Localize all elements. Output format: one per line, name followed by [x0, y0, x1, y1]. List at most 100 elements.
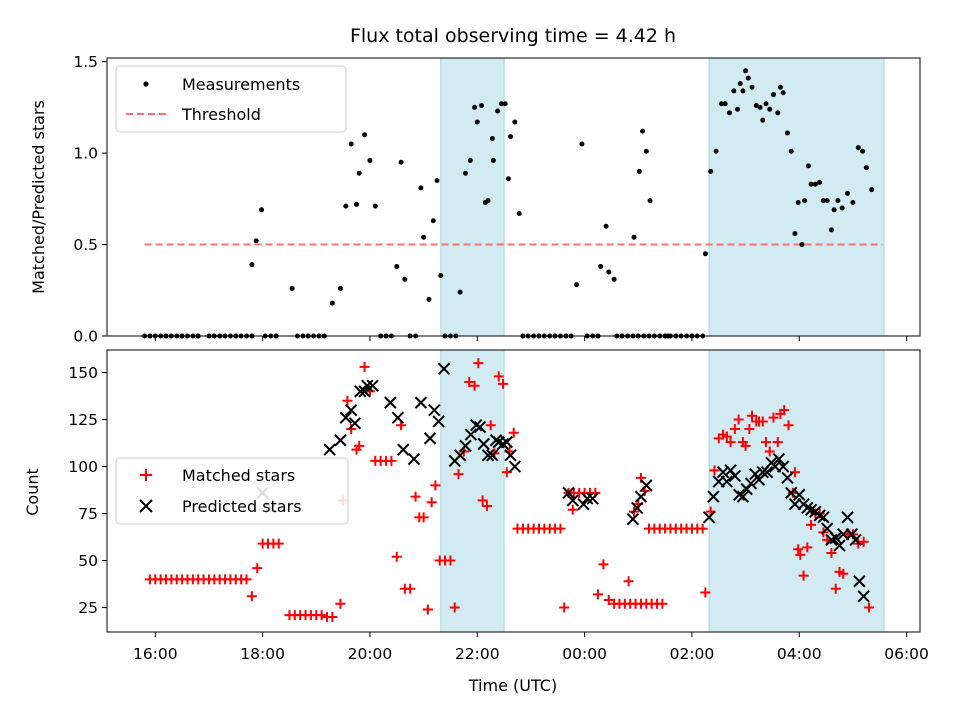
matched-star-point [405, 583, 416, 594]
matched-star-point [740, 440, 751, 451]
top-y-tick-label: 0.5 [73, 236, 98, 254]
predicted-star-point [829, 531, 842, 545]
matched-star-point [806, 519, 817, 530]
matched-star-point [342, 395, 353, 406]
measurement-point [643, 148, 649, 154]
measurement-point [753, 103, 759, 109]
measurement-point [354, 201, 360, 207]
measurement-point [611, 276, 617, 282]
measurement-point [502, 101, 508, 107]
matched-star-point [252, 563, 263, 574]
matched-star-point [246, 591, 257, 602]
measurement-point [860, 148, 866, 154]
matched-star-point [864, 602, 875, 613]
matched-star-point [410, 491, 421, 502]
matched-star-point [795, 549, 806, 560]
predicted-star-point [728, 469, 742, 483]
predicted-star-point [361, 379, 374, 392]
bottom-y-tick-label: 25 [78, 599, 98, 617]
bottom-y-tick-label: 125 [68, 411, 98, 429]
predicted-star-point [581, 492, 594, 505]
matched-star-point [764, 446, 775, 457]
predicted-star-point [813, 509, 826, 522]
legend-threshold-label: Threshold [181, 105, 261, 124]
measurement-point [780, 90, 786, 96]
top-legend-box [115, 65, 347, 133]
predicted-star-point [707, 490, 720, 503]
matched-star-point [327, 611, 338, 622]
matched-star-point [445, 555, 456, 566]
legend-measurements-label: Measurements [182, 75, 300, 94]
predicted-star-point [339, 411, 353, 424]
measurement-point [863, 165, 869, 171]
measurement-point [808, 181, 814, 187]
measurement-point [348, 141, 354, 147]
measurement-point [777, 84, 783, 90]
measurement-point [426, 296, 432, 302]
matched-star-point [598, 559, 609, 570]
top-axes-frame [106, 57, 921, 337]
bottom-y-ticks: 25 50 75 100 125 150 [68, 364, 107, 617]
matched-star-point [485, 420, 496, 431]
measurement-point [824, 198, 830, 204]
measurement-point [259, 207, 265, 213]
measurement-point [489, 135, 495, 141]
matched-star-points [144, 358, 875, 622]
measurement-point [394, 264, 400, 269]
matched-star-point [241, 574, 252, 585]
predicted-star-point [391, 411, 405, 424]
matched-star-point [623, 576, 634, 587]
measurement-point [855, 145, 861, 151]
measurement-point [788, 148, 794, 154]
top-shaded-interval [440, 57, 505, 337]
predicted-star-point [630, 501, 644, 515]
matched-star-point [422, 604, 433, 615]
predicted-star-point [508, 460, 522, 473]
predicted-star-point [473, 420, 487, 434]
predicted-star-point [841, 511, 854, 524]
measurement-point [718, 101, 724, 107]
measurement-point [835, 198, 841, 204]
measurement-point [817, 179, 823, 185]
measurement-point [784, 130, 790, 136]
matched-star-point [559, 602, 570, 613]
predicted-star-point [432, 415, 445, 428]
matched-star-point [657, 598, 668, 609]
predicted-star-point [486, 449, 499, 462]
measurement-point [402, 276, 408, 282]
measurement-point [726, 110, 732, 116]
predicted-star-point [397, 443, 410, 456]
predicted-star-point [776, 460, 790, 473]
matched-star-point [593, 589, 604, 600]
matched-star-point [830, 583, 841, 594]
predicted-star-point [504, 449, 517, 462]
measurement-point [869, 187, 875, 193]
measurement-point [362, 132, 368, 138]
matched-star-point [453, 469, 464, 480]
measurement-point [636, 168, 642, 174]
predicted-star-point [845, 528, 859, 541]
measurement-point [498, 101, 504, 107]
matched-star-point [469, 380, 480, 391]
predicted-star-point [853, 575, 866, 588]
predicted-star-point [414, 396, 428, 409]
bottom-y-tick-label: 75 [78, 505, 98, 523]
measurement-point [647, 198, 653, 204]
measurement-point [438, 273, 444, 279]
measurement-point [356, 170, 362, 176]
x-tick-label: 04:00 [777, 645, 822, 663]
x-tick-label: 02:00 [670, 645, 715, 663]
measurement-point [249, 262, 255, 268]
top-y-tick-label: 1.0 [73, 145, 98, 163]
predicted-star-point [348, 417, 362, 430]
predicted-star-point [640, 479, 653, 492]
measurement-point [606, 269, 612, 275]
x-tick-label: 22:00 [455, 645, 500, 663]
measurement-point [485, 198, 491, 204]
predicted-star-point [323, 443, 336, 456]
measurement-point [367, 157, 373, 163]
measurement-point [474, 119, 480, 125]
measurement-point [850, 199, 856, 205]
measurement-point [457, 289, 463, 295]
predicted-star-point [702, 511, 716, 524]
